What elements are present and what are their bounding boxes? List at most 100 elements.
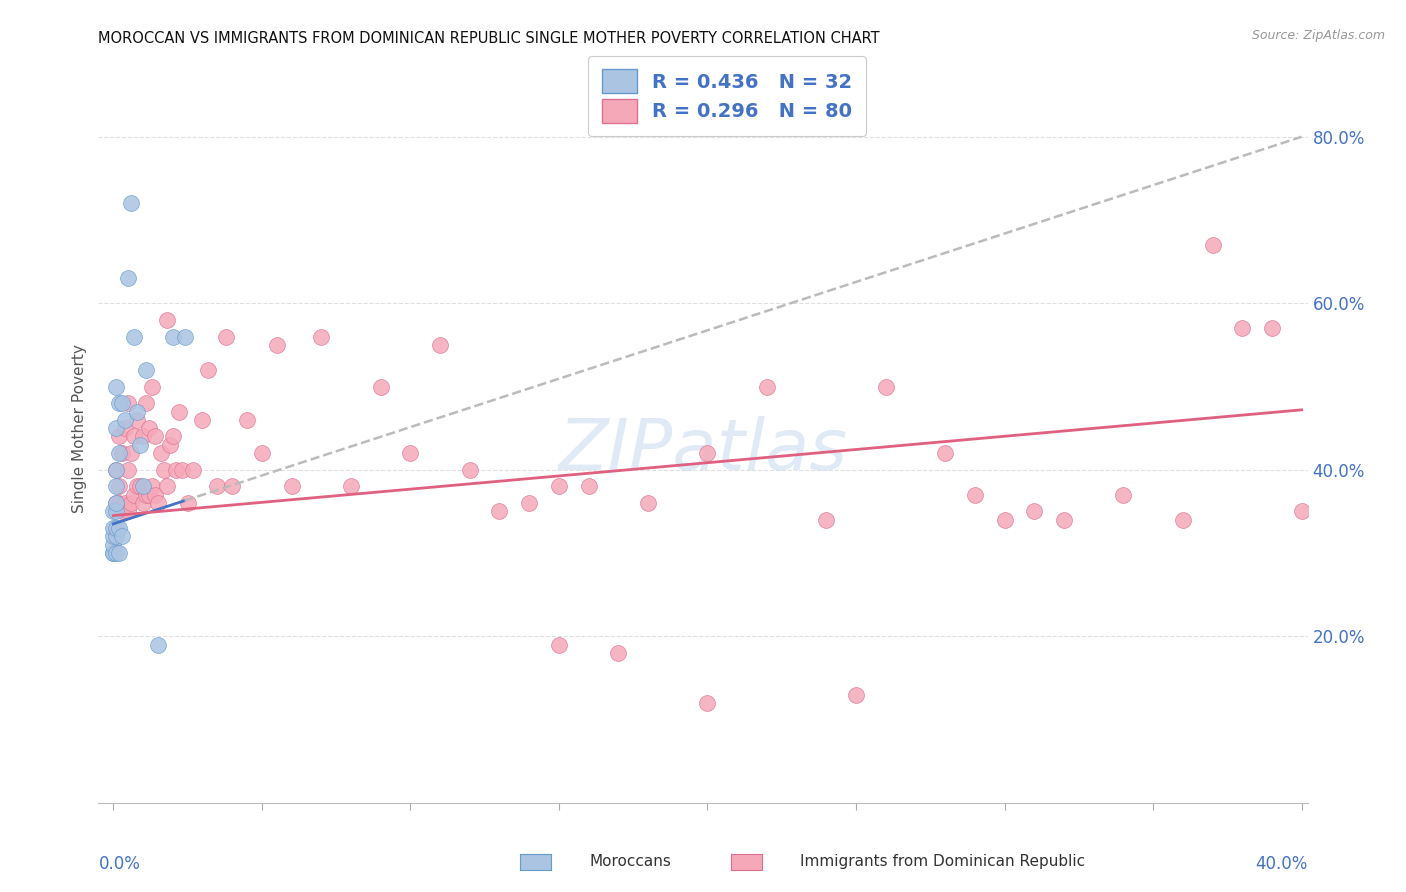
Point <box>159 438 181 452</box>
Point <box>135 396 157 410</box>
Point <box>1232 321 1254 335</box>
Point <box>103 504 125 518</box>
Point <box>1024 504 1046 518</box>
Point <box>309 329 332 343</box>
Point <box>108 446 131 460</box>
Point <box>340 479 363 493</box>
Text: ZIPatlas: ZIPatlas <box>558 417 848 485</box>
Point <box>117 396 139 410</box>
Point <box>176 496 198 510</box>
Point <box>165 463 187 477</box>
Point <box>637 496 659 510</box>
Point <box>120 496 142 510</box>
Point <box>117 504 139 518</box>
Text: 40.0%: 40.0% <box>1256 855 1308 873</box>
Point <box>143 488 166 502</box>
Text: 0.0%: 0.0% <box>98 855 141 873</box>
Point <box>103 521 125 535</box>
Point <box>105 421 128 435</box>
Point <box>108 546 131 560</box>
Point <box>125 479 148 493</box>
Point <box>138 488 160 502</box>
Point <box>125 404 148 418</box>
Point <box>156 479 179 493</box>
Point <box>122 429 145 443</box>
Point <box>696 696 718 710</box>
Point <box>280 479 302 493</box>
Point <box>141 479 163 493</box>
Point <box>845 688 868 702</box>
Point <box>548 638 571 652</box>
Point <box>105 529 128 543</box>
Point <box>132 496 155 510</box>
Point <box>117 463 139 477</box>
Point <box>117 271 139 285</box>
Point <box>111 396 134 410</box>
Point <box>173 329 195 343</box>
Point <box>132 429 155 443</box>
Point <box>167 404 190 418</box>
Point <box>993 513 1015 527</box>
Point <box>108 396 131 410</box>
Point <box>207 479 229 493</box>
Point <box>132 479 155 493</box>
Point <box>1291 504 1313 518</box>
Point <box>103 546 125 560</box>
Point <box>125 413 148 427</box>
Point <box>1053 513 1076 527</box>
Point <box>141 379 163 393</box>
Point <box>120 446 142 460</box>
Point <box>122 329 145 343</box>
Point <box>108 429 131 443</box>
Point <box>114 496 136 510</box>
Point <box>105 496 128 510</box>
Point <box>162 429 184 443</box>
Point <box>488 504 510 518</box>
Point <box>105 463 128 477</box>
Point <box>105 463 128 477</box>
Point <box>146 496 169 510</box>
Point <box>105 479 128 493</box>
Text: MOROCCAN VS IMMIGRANTS FROM DOMINICAN REPUBLIC SINGLE MOTHER POVERTY CORRELATION: MOROCCAN VS IMMIGRANTS FROM DOMINICAN RE… <box>98 31 880 46</box>
Y-axis label: Single Mother Poverty: Single Mother Poverty <box>72 343 87 513</box>
Point <box>105 521 128 535</box>
Point <box>696 446 718 460</box>
Point <box>607 646 630 660</box>
Point <box>578 479 600 493</box>
Point <box>146 638 169 652</box>
Point <box>1112 488 1135 502</box>
Point <box>1201 238 1223 252</box>
Point <box>963 488 986 502</box>
Text: Moroccans: Moroccans <box>589 855 671 869</box>
Point <box>105 504 128 518</box>
Point <box>215 329 238 343</box>
Point <box>197 363 219 377</box>
Point <box>1171 513 1194 527</box>
Text: Source: ZipAtlas.com: Source: ZipAtlas.com <box>1251 29 1385 42</box>
Point <box>183 463 205 477</box>
Point <box>162 329 184 343</box>
Point <box>103 529 125 543</box>
Point <box>815 513 838 527</box>
Point <box>105 379 128 393</box>
Point <box>934 446 956 460</box>
Point <box>250 446 273 460</box>
Point <box>755 379 778 393</box>
Point <box>114 413 136 427</box>
Point <box>149 446 172 460</box>
Point <box>105 496 128 510</box>
Point <box>111 504 134 518</box>
Point <box>129 438 152 452</box>
Point <box>135 488 157 502</box>
Point <box>143 429 166 443</box>
Point <box>517 496 540 510</box>
Point <box>108 479 131 493</box>
Point <box>191 413 214 427</box>
Point <box>221 479 243 493</box>
Point <box>111 446 134 460</box>
Point <box>103 546 125 560</box>
Point <box>156 313 179 327</box>
Point <box>370 379 392 393</box>
Point <box>108 496 131 510</box>
Point <box>170 463 193 477</box>
